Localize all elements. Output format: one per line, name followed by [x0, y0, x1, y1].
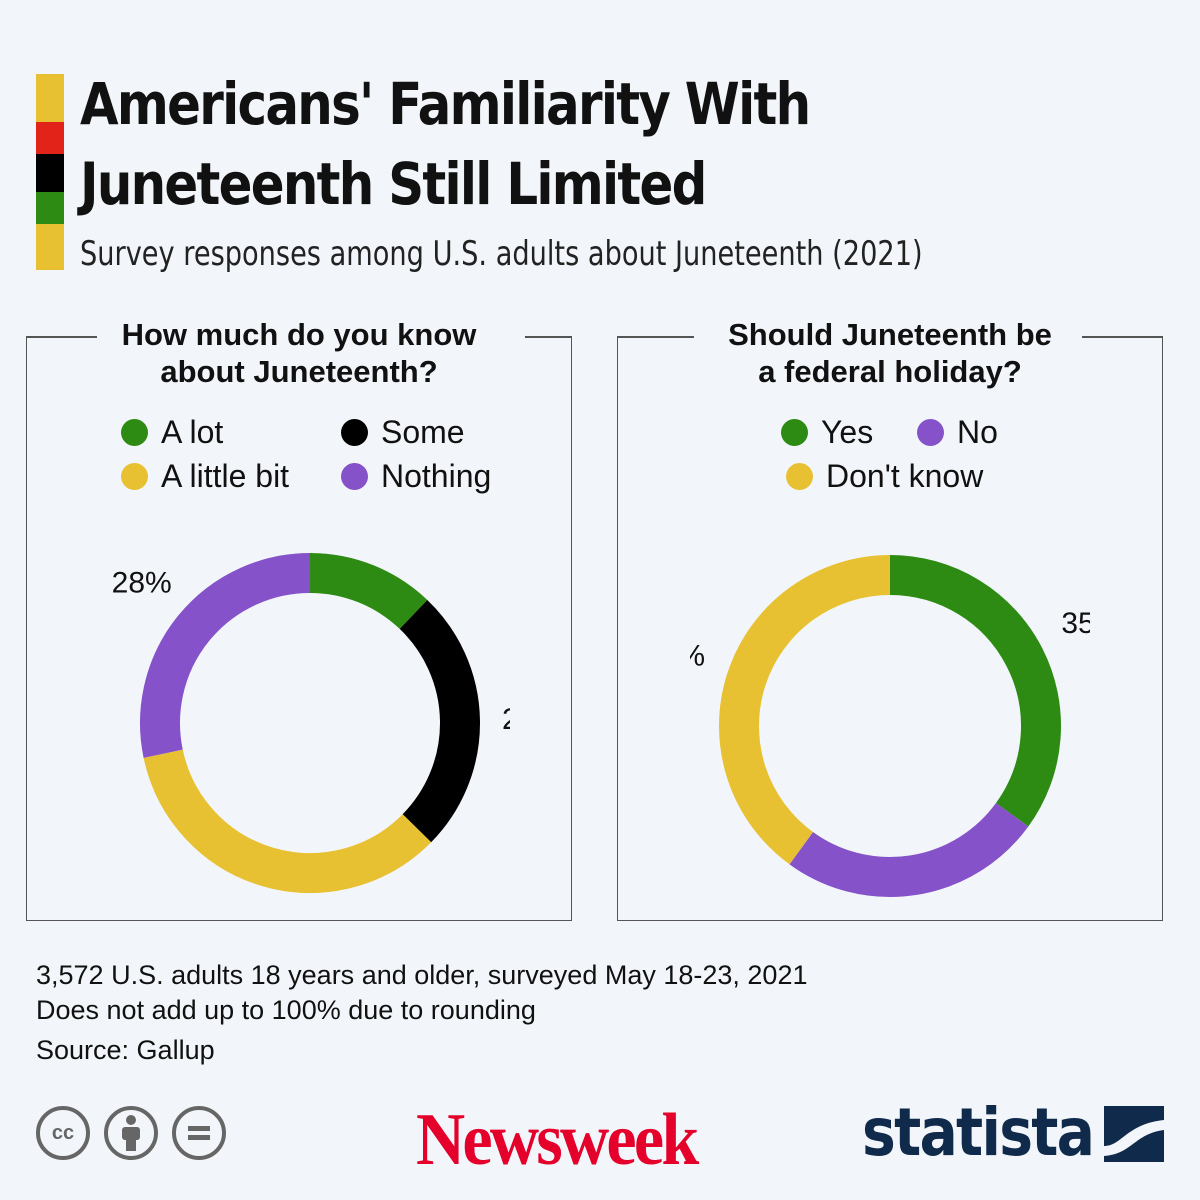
- person-icon: [122, 1115, 140, 1151]
- chart-title-line-2: a federal holiday?: [758, 354, 1022, 389]
- rounding-note: Does not add up to 100% due to rounding: [36, 995, 536, 1025]
- accent-stripe-red: [36, 122, 64, 154]
- legend-label: Nothing: [381, 458, 492, 494]
- legend-label: Don't know: [826, 458, 984, 494]
- legend-item-yes: Yes: [781, 414, 873, 451]
- legend-dot-green-icon: [781, 419, 808, 446]
- donut-slice-don-t-know: [719, 555, 891, 865]
- chart-title-line-2: about Juneteenth?: [160, 354, 438, 389]
- legend-item-dont-know: Don't know: [786, 458, 983, 495]
- page-subtitle: Survey responses among U.S. adults about…: [80, 234, 923, 274]
- page-title: Americans' Familiarity With Juneteenth S…: [80, 64, 1009, 224]
- legend-label: A little bit: [161, 458, 290, 494]
- sample-note: 3,572 U.S. adults 18 years and older, su…: [36, 960, 808, 990]
- data-label: 40%: [690, 640, 705, 673]
- data-label: 28%: [112, 567, 172, 600]
- statista-mark-icon[interactable]: [1104, 1106, 1164, 1162]
- chart-title-line-1: Should Juneteenth be: [728, 317, 1052, 352]
- legend-label: Some: [381, 414, 465, 450]
- accent-stripe-yellow-bottom: [36, 224, 64, 270]
- chart-panel-holiday: Should Juneteenth be a federal holiday? …: [617, 317, 1163, 921]
- accent-stripe-black: [36, 154, 64, 192]
- legend-label: No: [957, 414, 998, 450]
- donut-slice-a-little-bit: [143, 749, 432, 893]
- donut-slice-some: [399, 599, 480, 843]
- legend-label: A lot: [161, 414, 224, 450]
- data-label: 25%: [502, 703, 510, 736]
- chart-title: How much do you know about Juneteenth?: [27, 316, 571, 390]
- data-label: 34%: [211, 924, 271, 925]
- panel-border-right: [525, 336, 571, 338]
- donut-slice-yes: [889, 555, 1061, 827]
- donut-slice-a-lot: [309, 553, 428, 630]
- donut-chart-holiday: 35%25%40%: [690, 555, 1090, 897]
- legend-item-no: No: [917, 414, 998, 451]
- panel-border-left: [618, 336, 694, 338]
- donut-slice-nothing: [140, 553, 311, 758]
- chart-title-line-1: How much do you know: [121, 317, 477, 352]
- accent-stripe-green: [36, 192, 64, 224]
- legend-dot-yellow-icon: [121, 463, 148, 490]
- panel-border-right: [1082, 336, 1162, 338]
- legend-dot-green-icon: [121, 419, 148, 446]
- legend-item-a-lot: A lot: [121, 414, 223, 451]
- legend-item-a-little-bit: A little bit: [121, 458, 289, 495]
- title-line-1: Americans' Familiarity With: [80, 70, 811, 138]
- chart-panel-knowledge: How much do you know about Juneteenth? A…: [26, 317, 572, 921]
- data-label: 12%: [366, 525, 426, 529]
- title-line-2: Juneteenth Still Limited: [80, 150, 707, 218]
- equals-icon: [188, 1126, 210, 1140]
- legend-item-some: Some: [341, 414, 465, 451]
- legend-label: Yes: [821, 414, 874, 450]
- accent-bar: [36, 74, 64, 270]
- legend-dot-purple-icon: [917, 419, 944, 446]
- chart-title: Should Juneteenth be a federal holiday?: [618, 316, 1162, 390]
- newsweek-logo[interactable]: Newsweek: [416, 1099, 699, 1181]
- footnotes: 3,572 U.S. adults 18 years and older, su…: [36, 958, 807, 1068]
- license-icons: cc: [36, 1106, 226, 1160]
- accent-stripe-yellow: [36, 74, 64, 122]
- data-label: 35%: [1061, 607, 1090, 640]
- panel-border-left: [27, 336, 97, 338]
- legend-dot-yellow-icon: [786, 463, 813, 490]
- legend-item-nothing: Nothing: [341, 458, 491, 495]
- source-note: Source: Gallup: [36, 1035, 215, 1065]
- no-derivatives-icon[interactable]: [172, 1106, 226, 1160]
- donut-slice-no: [789, 802, 1029, 897]
- statista-logo[interactable]: statista: [862, 1094, 1095, 1171]
- legend-dot-black-icon: [341, 419, 368, 446]
- donut-chart-knowledge: 12% 25% 34% 28%: [112, 525, 510, 925]
- attribution-icon[interactable]: [104, 1106, 158, 1160]
- legend-dot-purple-icon: [341, 463, 368, 490]
- creative-commons-icon[interactable]: cc: [36, 1106, 90, 1160]
- cc-label: cc: [51, 1121, 75, 1144]
